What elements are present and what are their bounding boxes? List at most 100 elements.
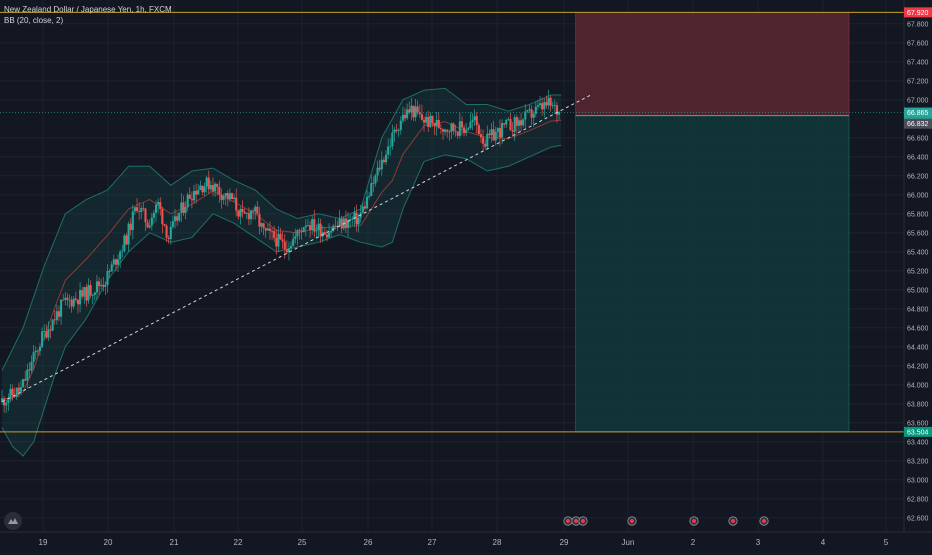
candle-body — [416, 106, 419, 113]
candle-body — [311, 219, 314, 231]
price-tick-label: 65.800 — [907, 211, 929, 218]
time-axis[interactable]: 19 20 21 22 25 26 27 28 29 Jun 2 3 4 5 — [39, 538, 889, 547]
candle-body — [433, 122, 436, 127]
candle-body — [441, 129, 445, 132]
stop-price-label[interactable]: 67.920 — [907, 10, 929, 17]
candle-body — [222, 196, 225, 200]
candle-body — [378, 167, 381, 170]
price-tick-label: 63.000 — [907, 477, 929, 484]
candles — [0, 89, 561, 414]
candle-body — [391, 132, 394, 147]
tradingview-logo-icon[interactable] — [4, 512, 22, 530]
price-tick-label: 64.000 — [907, 382, 929, 389]
lower-band-line — [1, 144, 562, 457]
candle-body — [182, 202, 185, 213]
candle-body — [319, 223, 322, 237]
candle-body — [285, 249, 288, 253]
current-price-label[interactable]: 66.865 — [907, 110, 929, 117]
candle-body — [211, 185, 215, 192]
candle-body — [150, 217, 153, 226]
event-dot — [692, 519, 696, 523]
candle-body — [498, 128, 502, 138]
candle-body — [68, 299, 71, 301]
candle-body — [401, 114, 404, 121]
candle-body — [264, 227, 267, 231]
candle-body — [17, 387, 20, 392]
candle-body — [199, 185, 202, 190]
candle-body — [186, 194, 189, 208]
candle-body — [138, 211, 141, 212]
candle-body — [76, 299, 80, 305]
candle-body — [30, 361, 33, 371]
time-tick-label: Jun — [622, 538, 635, 547]
time-tick-label: 4 — [821, 538, 826, 547]
candle-body — [309, 225, 312, 231]
candle-body — [420, 114, 423, 120]
candle-body — [102, 284, 105, 287]
time-tick-label: 28 — [493, 538, 502, 547]
candle-body — [296, 230, 299, 237]
candle-body — [486, 133, 489, 147]
candle-body — [249, 210, 253, 220]
candle-body — [268, 228, 272, 231]
candle-body — [214, 183, 217, 192]
price-tick-label: 65.000 — [907, 287, 929, 294]
candle-body — [144, 208, 147, 223]
price-axis-background[interactable] — [904, 0, 932, 532]
candle-body — [471, 120, 474, 123]
candle-body — [226, 193, 229, 200]
candle-body — [64, 297, 67, 300]
candle-body — [287, 248, 291, 253]
candle-body — [439, 128, 442, 130]
candle-body — [418, 112, 421, 115]
candle-body — [503, 123, 506, 125]
price-tick-label: 66.200 — [907, 173, 929, 180]
stop-loss-zone[interactable] — [575, 12, 850, 117]
price-axis[interactable]: 67.800 67.600 67.400 67.200 67.000 66.600 66.4… — [904, 7, 932, 522]
candle-body — [161, 209, 164, 225]
drawings[interactable] — [0, 11, 904, 433]
candle-body — [159, 202, 162, 210]
candle-body — [0, 398, 4, 402]
candle-body — [372, 183, 375, 184]
candle-body — [24, 379, 27, 381]
event-markers[interactable] — [563, 516, 769, 526]
candle-body — [209, 185, 212, 190]
trendline-dashed[interactable] — [1, 94, 591, 403]
candle-body — [45, 331, 48, 338]
candle-body — [5, 402, 8, 406]
candle-body — [169, 226, 172, 240]
candle-body — [344, 218, 347, 228]
candle-body — [456, 131, 459, 136]
candle-body — [171, 221, 174, 227]
candle-body — [279, 233, 282, 240]
position-zones[interactable] — [575, 12, 850, 433]
price-tick-label: 62.600 — [907, 515, 929, 522]
candle-body — [72, 298, 75, 307]
candle-body — [317, 223, 320, 231]
candle-body — [422, 119, 426, 123]
candle-body — [444, 129, 447, 132]
candle-body — [332, 225, 335, 231]
candle-body — [458, 121, 461, 136]
candle-body — [13, 395, 16, 397]
candle-body — [148, 225, 151, 228]
time-tick-label: 22 — [234, 538, 243, 547]
take-profit-zone[interactable] — [575, 115, 850, 433]
candle-body — [384, 154, 388, 163]
candle-body — [294, 236, 297, 239]
candle-body — [450, 123, 453, 132]
time-axis-background[interactable] — [0, 532, 932, 550]
candle-body — [357, 217, 360, 225]
candle-body — [108, 270, 111, 272]
candle-body — [87, 285, 90, 301]
target-price-label[interactable]: 63.504 — [907, 429, 929, 436]
candle-body — [218, 186, 221, 195]
entry-price-label[interactable]: 66.832 — [907, 121, 929, 128]
candle-body — [482, 137, 485, 144]
time-tick-label: 19 — [39, 538, 48, 547]
candle-body — [36, 350, 39, 352]
candle-body — [15, 387, 18, 397]
